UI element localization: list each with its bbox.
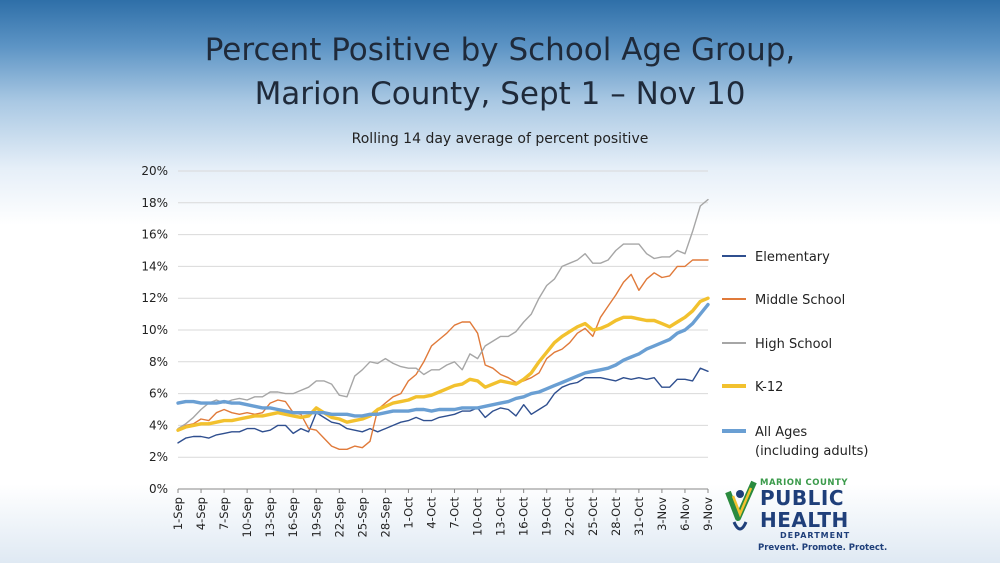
x-tick-label: 25-Oct (586, 497, 600, 536)
title-line-1: Percent Positive by School Age Group, (204, 32, 796, 68)
y-tick-label: 20% (141, 164, 168, 178)
legend-label-2: High School (755, 337, 832, 352)
legend-label-0: Elementary (755, 250, 830, 265)
y-tick-label: 2% (149, 450, 168, 464)
y-tick-label: 4% (149, 418, 168, 432)
chart-subtitle: Rolling 14 day average of percent positi… (351, 131, 649, 147)
x-tick-label: 4-Oct (424, 497, 438, 529)
health-department-logo: MARION COUNTY PUBLIC HEALTH DEPARTMENT P… (718, 472, 888, 558)
x-tick-label: 28-Sep (378, 497, 392, 537)
series-line-4 (176, 302, 710, 418)
y-tick-label: 18% (141, 196, 168, 210)
x-tick-label: 1-Sep (171, 497, 185, 530)
x-tick-label: 10-Oct (471, 497, 485, 536)
title-line-2: Marion County, Sept 1 – Nov 10 (254, 76, 746, 112)
y-tick-label: 0% (149, 482, 168, 496)
x-tick-label: 19-Sep (309, 497, 323, 537)
y-tick-label: 8% (149, 355, 168, 369)
logo-public-text: PUBLIC (760, 486, 845, 510)
x-tick-label: 19-Oct (540, 497, 554, 536)
x-tick-label: 1-Oct (401, 497, 415, 529)
x-tick-label: 22-Sep (332, 497, 346, 537)
x-tick-label: 4-Sep (194, 497, 208, 530)
series-line-3 (176, 296, 710, 432)
legend-label-3: K-12 (755, 380, 783, 395)
x-tick-label: 6-Nov (678, 497, 692, 531)
x-tick-label: 9-Nov (701, 497, 715, 531)
logo-tagline: Prevent. Promote. Protect. (758, 543, 888, 553)
x-tick-label: 22-Oct (563, 497, 577, 536)
x-tick-label: 7-Sep (217, 497, 231, 530)
y-tick-label: 14% (141, 259, 168, 273)
x-tick-label: 7-Oct (448, 497, 462, 529)
slide-title: Percent Positive by School Age Group, Ma… (0, 28, 1000, 116)
y-tick-label: 16% (141, 228, 168, 242)
series-line-0 (177, 367, 709, 444)
logo-health-text: HEALTH (760, 508, 849, 532)
x-tick-label: 3-Nov (655, 497, 669, 531)
x-tick-label: 28-Oct (609, 497, 623, 536)
legend-label-1: Middle School (755, 293, 845, 308)
logo-county-text: MARION COUNTY (760, 478, 848, 488)
x-tick-label: 13-Oct (494, 497, 508, 536)
series-line-2 (177, 198, 709, 430)
logo-department-text: DEPARTMENT (780, 531, 851, 540)
x-tick-label: 16-Oct (517, 497, 531, 536)
y-tick-label: 6% (149, 387, 168, 401)
x-tick-label: 10-Sep (240, 497, 254, 537)
checkmark-figure-icon (725, 480, 757, 531)
x-tick-label: 25-Sep (355, 497, 369, 537)
y-tick-label: 12% (141, 291, 168, 305)
x-tick-label: 16-Sep (286, 497, 300, 537)
legend-label-4: All Ages (755, 425, 807, 440)
y-tick-label: 10% (141, 323, 168, 337)
x-tick-label: 13-Sep (263, 497, 277, 537)
x-tick-label: 31-Oct (632, 497, 646, 536)
legend-label-4: (including adults) (755, 444, 868, 459)
series-line-1 (177, 259, 709, 450)
